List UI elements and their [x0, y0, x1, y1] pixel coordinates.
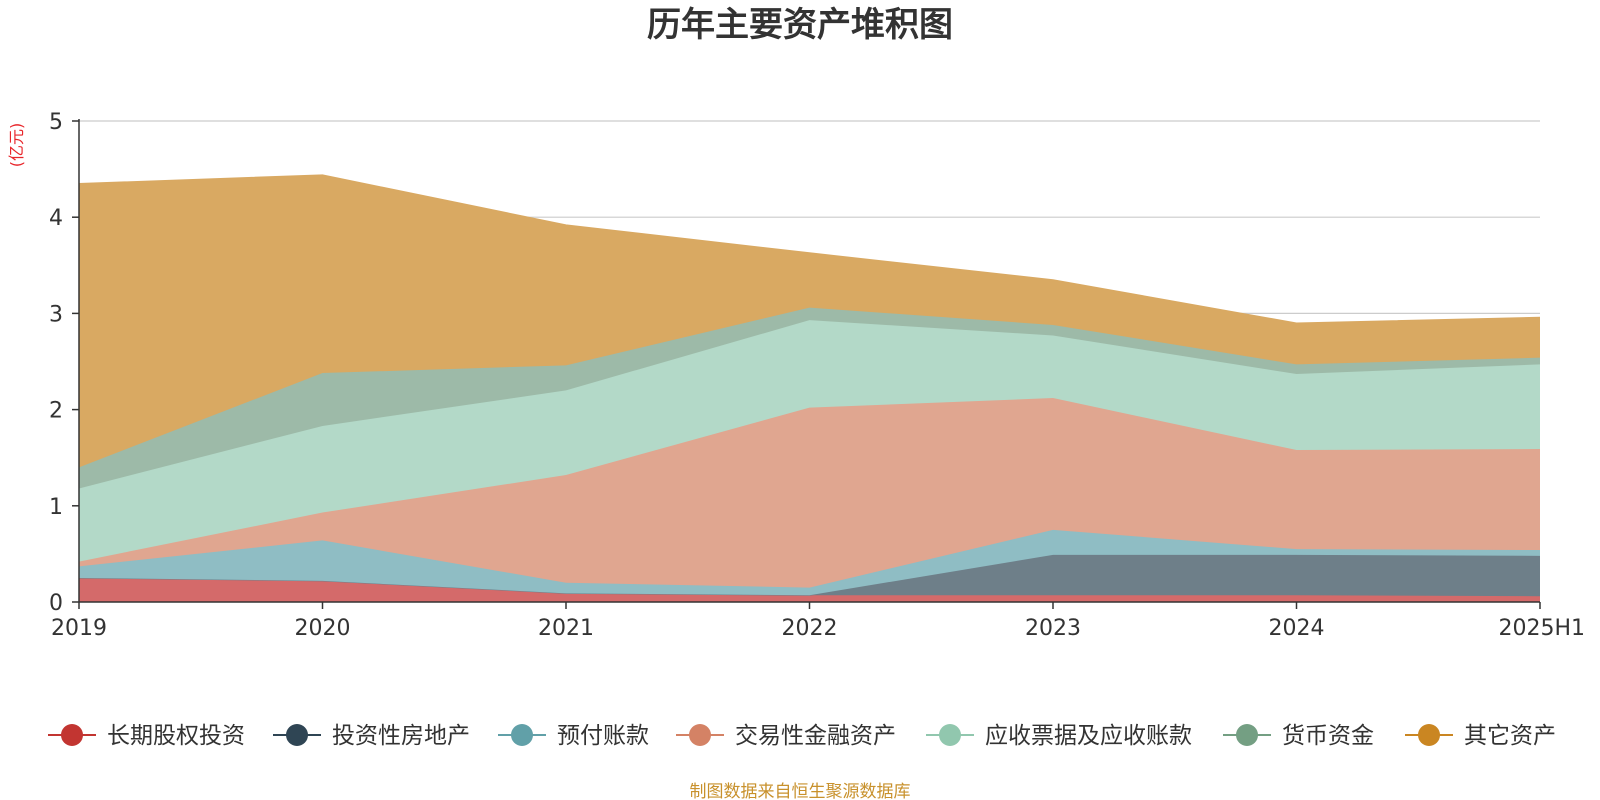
legend-label: 货币资金 [1282, 723, 1374, 749]
legend-item[interactable]: 货币资金 [1223, 723, 1374, 749]
y-tick-label: 0 [49, 591, 63, 616]
area-series [79, 529, 1540, 596]
legend-label: 其它资产 [1464, 723, 1556, 749]
legend-item[interactable]: 长期股权投资 [48, 723, 245, 749]
area-series [79, 307, 1540, 489]
legend-marker-icon [511, 724, 533, 746]
y-tick-label: 3 [49, 302, 63, 327]
legend-marker-icon [61, 724, 83, 746]
y-tick-label: 2 [49, 399, 63, 424]
legend-marker-icon [286, 724, 308, 746]
legend-marker-icon [939, 724, 961, 746]
y-tick-label: 5 [49, 110, 63, 135]
x-tick-label: 2023 [1025, 616, 1081, 641]
legend-label: 长期股权投资 [107, 723, 245, 749]
area-series-edge [78, 174, 1541, 324]
axes [72, 119, 1541, 609]
x-tick-label: 2022 [782, 616, 838, 641]
area-series [79, 577, 1540, 602]
chart-title: 历年主要资产堆积图 [647, 5, 953, 45]
area-series [79, 554, 1540, 597]
x-tick-label: 2021 [538, 616, 594, 641]
y-tick-labels: 0 1 2 3 4 5 [49, 110, 63, 616]
legend-item[interactable]: 投资性房地产 [273, 723, 470, 749]
area-series [79, 320, 1540, 562]
series-areas [78, 174, 1541, 602]
area-series [79, 398, 1540, 588]
legend-marker-icon [1236, 724, 1258, 746]
legend-item[interactable]: 应收票据及应收账款 [926, 723, 1192, 749]
area-series [79, 174, 1540, 468]
x-tick-label: 2025H1 [1498, 616, 1585, 641]
legend-marker-icon [689, 724, 711, 746]
legend-item[interactable]: 预付账款 [498, 723, 649, 749]
source-note: 制图数据来自恒生聚源数据库 [690, 782, 911, 800]
legend-item[interactable]: 交易性金融资产 [676, 723, 896, 749]
legend-label: 应收票据及应收账款 [985, 723, 1192, 749]
legend[interactable]: 长期股权投资 投资性房地产 预付账款 交易性金融资产 应收票据及应收账款 货币资金 其它资产 [48, 723, 1556, 749]
legend-item[interactable]: 其它资产 [1405, 723, 1556, 749]
x-tick-label: 2019 [51, 616, 107, 641]
x-tick-label: 2024 [1269, 616, 1325, 641]
legend-label: 交易性金融资产 [735, 723, 896, 749]
x-tick-labels: 2019 2020 2021 2022 2023 2024 2025H1 [51, 616, 1585, 641]
x-tick-label: 2020 [295, 616, 351, 641]
legend-label: 预付账款 [557, 723, 649, 749]
legend-marker-icon [1418, 724, 1440, 746]
y-tick-label: 4 [49, 206, 63, 231]
y-tick-label: 1 [49, 495, 63, 520]
legend-label: 投资性房地产 [332, 723, 470, 749]
y-unit-label: (亿元) [7, 123, 26, 168]
